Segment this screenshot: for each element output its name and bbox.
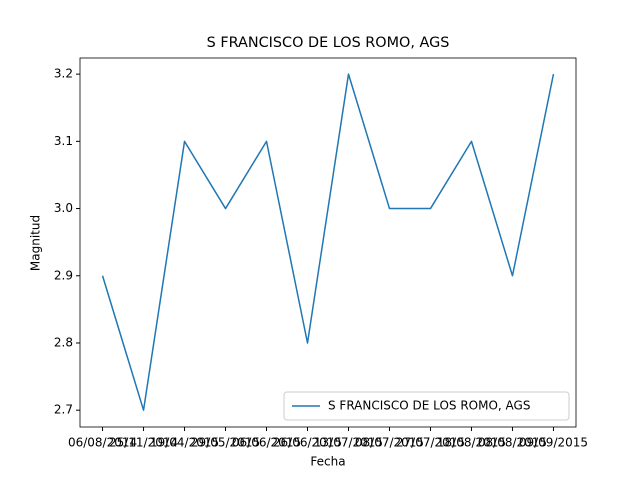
- legend-box: [283, 391, 570, 421]
- x-tick-label: 26/06/2015: [273, 436, 342, 450]
- legend-label: S FRANCISCO DE LOS ROMO, AGS: [328, 399, 530, 413]
- x-tick-label: 13/07/2015: [314, 436, 383, 450]
- y-axis-label: Magnitud: [29, 215, 43, 271]
- y-tick-label: 2.7: [54, 403, 73, 417]
- x-tick-label: 18/08/2015: [437, 436, 506, 450]
- x-tick-label: 19/04/2015: [150, 436, 219, 450]
- x-tick-label: 09/09/2015: [519, 436, 588, 450]
- y-tick-label: 3.0: [54, 201, 73, 215]
- x-tick-label: 08/08/2015: [478, 436, 547, 450]
- y-tick-label: 2.9: [54, 268, 73, 282]
- plot-frame: [79, 57, 577, 428]
- y-tick-label: 3.2: [54, 67, 73, 81]
- y-tick-label: 2.8: [54, 335, 73, 349]
- x-tick-label: 29/05/2015: [191, 436, 260, 450]
- x-tick-label: 06/08/2014: [68, 436, 137, 450]
- x-tick-label: 27/07/2015: [396, 436, 465, 450]
- x-tick-label: 08/07/2015: [355, 436, 424, 450]
- y-tick-label: 3.1: [54, 134, 73, 148]
- line: [101, 73, 555, 411]
- x-tick-label: 25/11/2014: [109, 436, 178, 450]
- chart-title: S FRANCISCO DE LOS ROMO, AGS: [207, 35, 450, 51]
- x-tick-label: 06/06/2015: [232, 436, 301, 450]
- x-axis-label: Fecha: [310, 455, 345, 469]
